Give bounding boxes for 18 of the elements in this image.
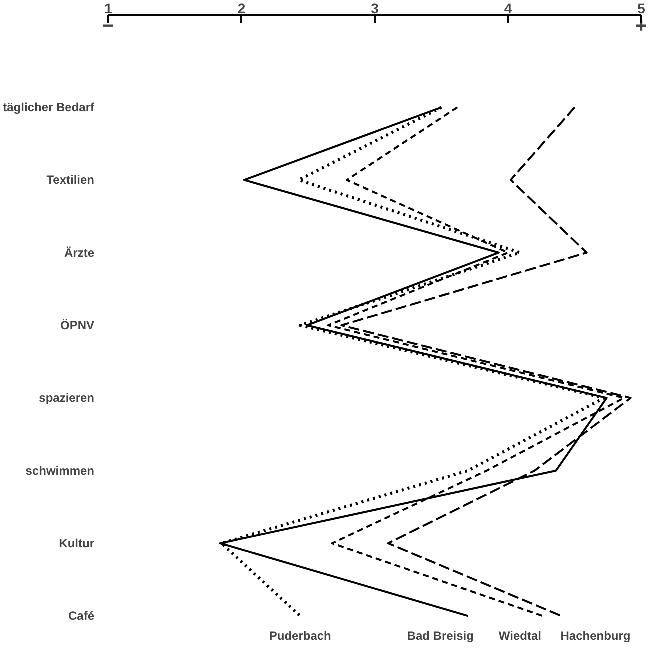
x-tick-label: 2 — [238, 0, 246, 16]
y-tick-label: Textilien — [46, 173, 95, 188]
y-tick-label: ÖPNV — [60, 318, 95, 333]
text: − — [102, 16, 114, 38]
y-tick-label: spazieren — [39, 391, 94, 406]
y-tick-label: täglicher Bedarf — [3, 100, 96, 115]
y-tick-label: Ärzte — [64, 246, 95, 260]
y-tick-label: Kultur — [59, 536, 95, 551]
y-tick-label: schwimmen — [26, 464, 95, 478]
series-label: Puderbach — [269, 628, 332, 643]
series-label: Bad Breisig — [407, 628, 474, 643]
series-label: Hachenburg — [560, 628, 631, 643]
x-tick-label: 3 — [371, 0, 380, 16]
x-tick-label: 1 — [104, 0, 113, 16]
x-tick-label: 5 — [638, 0, 646, 16]
y-tick-label: Café — [68, 609, 95, 624]
series-label: Wiedtal — [498, 628, 542, 643]
x-tick-label: 4 — [504, 0, 512, 16]
